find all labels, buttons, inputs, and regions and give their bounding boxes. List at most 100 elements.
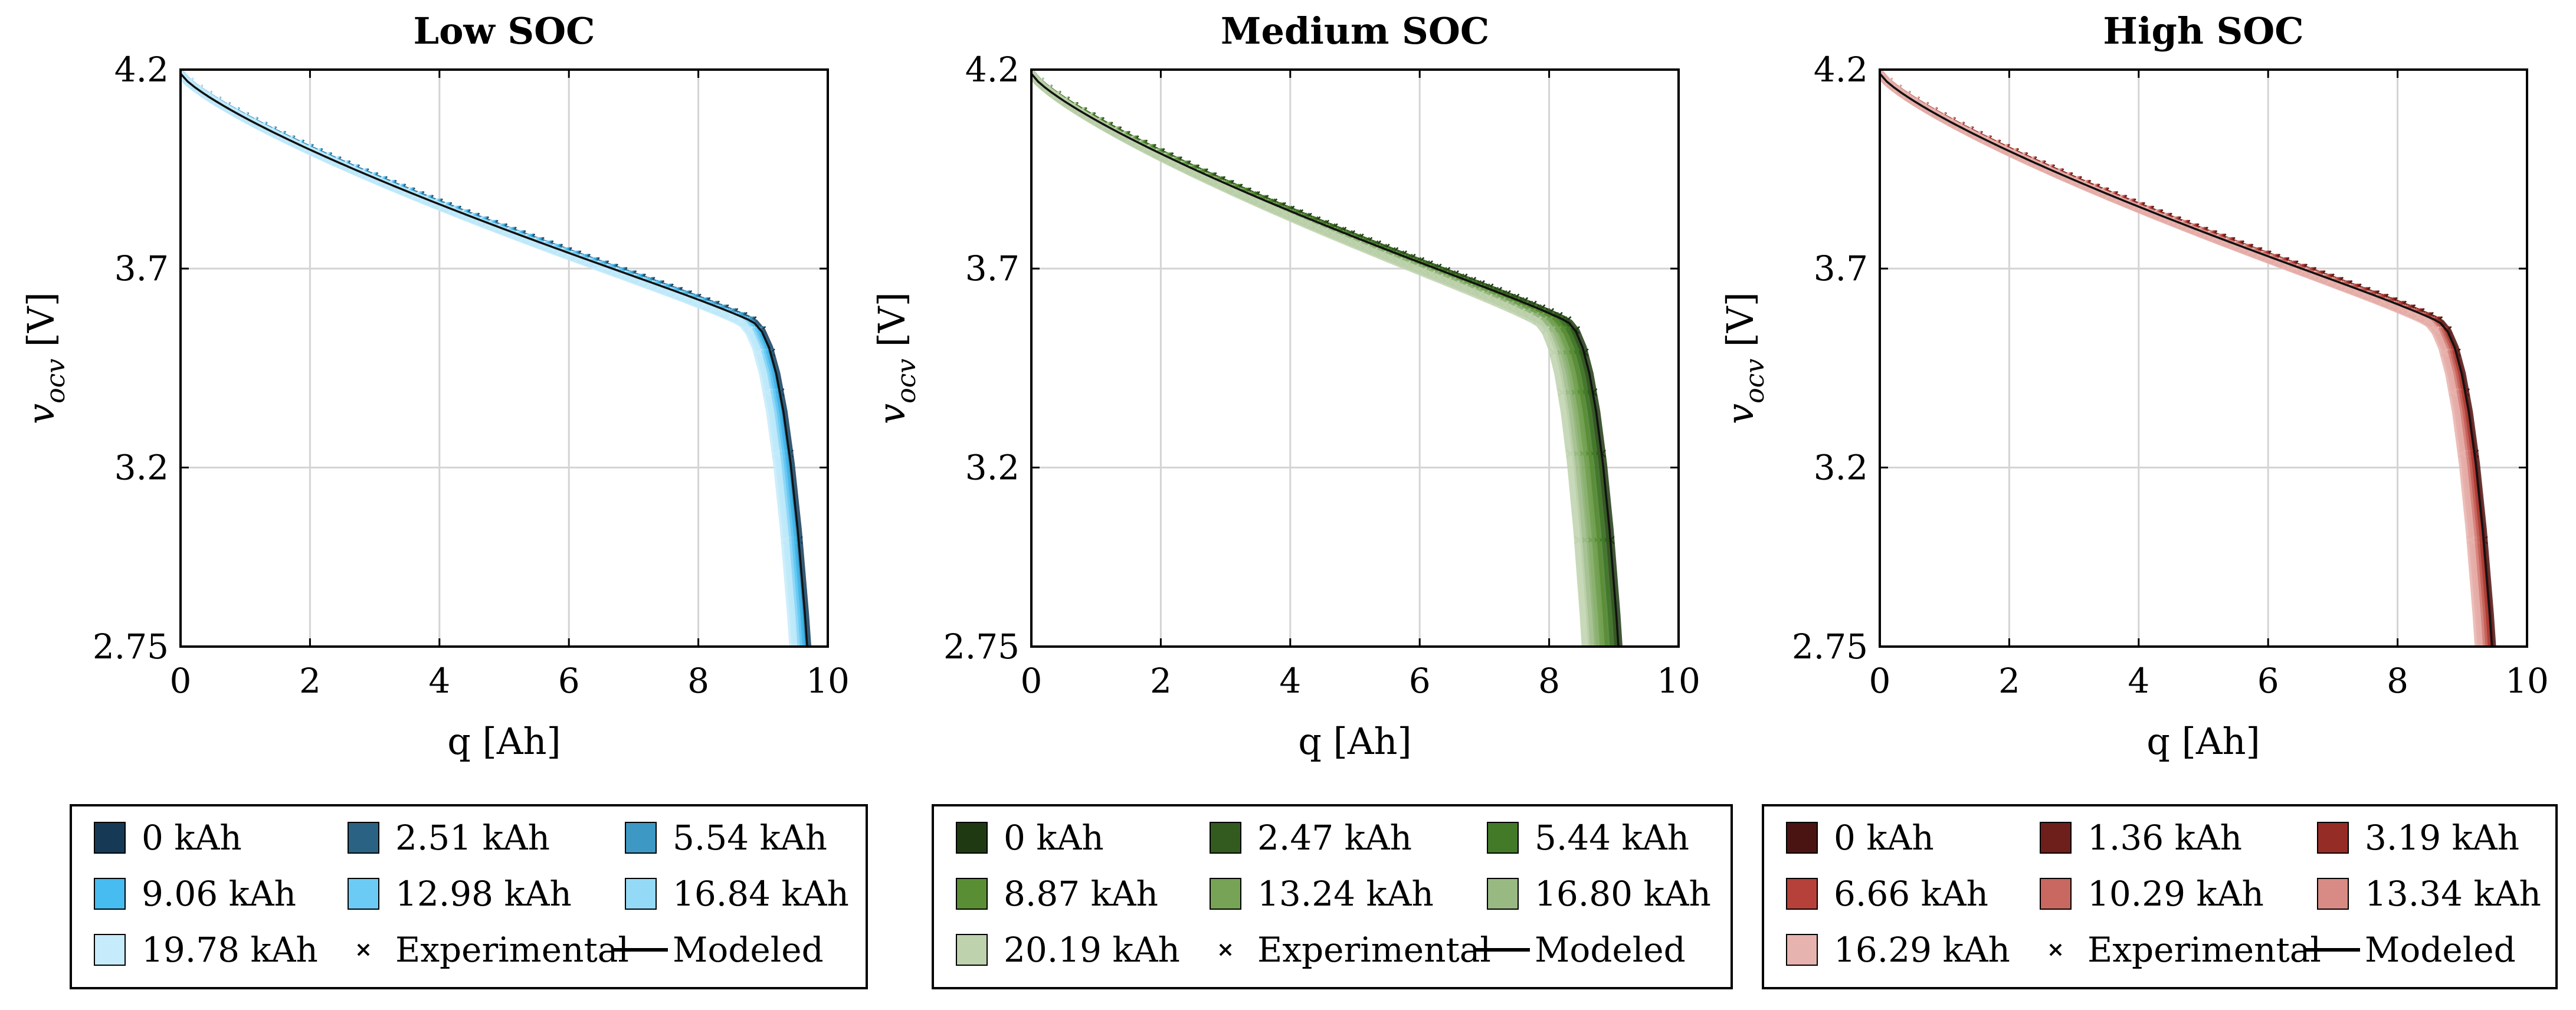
y-axis-label: vocv [V]	[870, 292, 922, 424]
chart-panel-1: 0 2 4 6 8 10 2.75 3.2 3.7 4.2 Low SOC q [Ah] vocv [V…	[19, 9, 850, 805]
legend-cross-marker	[357, 943, 370, 956]
experimental-point	[802, 651, 809, 658]
experimental-point	[1598, 798, 1605, 805]
experimental-point	[2489, 651, 2496, 658]
experimental-point	[812, 798, 819, 805]
x-tick-label: 0	[1869, 661, 1891, 701]
x-axis-label: q [Ah]	[2146, 720, 2260, 763]
y-axis-label-unit: [V]	[870, 292, 913, 359]
experimental-point	[1611, 651, 1618, 658]
experimental-point	[1591, 798, 1598, 805]
experimental-point	[1595, 651, 1602, 658]
x-tick-label: 2	[1150, 661, 1172, 701]
legend-label: 9.06 kAh	[142, 874, 296, 914]
legend-swatch	[94, 822, 126, 854]
experimental-point	[1620, 798, 1627, 805]
experimental-point	[2485, 798, 2492, 805]
experimental-point	[802, 798, 809, 805]
y-axis-label-main: v	[1719, 404, 1762, 424]
legend-label: 16.84 kAh	[673, 874, 849, 914]
legend-swatch	[1786, 822, 1818, 854]
x-tick-label: 6	[558, 661, 580, 701]
legend-label-experimental: Experimental	[2087, 930, 2321, 970]
experimental-point	[793, 651, 800, 658]
x-tick-label: 10	[806, 661, 850, 701]
y-tick-label: 4.2	[965, 50, 1020, 90]
legend-swatch	[1786, 878, 1818, 910]
legend-swatch	[625, 878, 657, 910]
legend-swatch	[2040, 878, 2072, 910]
legend-swatch	[2317, 822, 2349, 854]
y-tick-label: 3.2	[1814, 447, 1868, 487]
chart-title: Low SOC	[413, 9, 595, 53]
x-tick-label: 4	[428, 661, 450, 701]
legend-swatch	[94, 934, 126, 966]
y-tick-label: 2.75	[93, 627, 169, 667]
legend-label-modeled: Modeled	[1535, 930, 1686, 970]
legend-label: 8.87 kAh	[1004, 874, 1158, 914]
legend-swatch	[348, 878, 379, 910]
legend-swatch	[1487, 878, 1519, 910]
experimental-point	[2486, 651, 2493, 658]
x-tick-label: 2	[1998, 661, 2020, 701]
y-axis-label: vocv [V]	[19, 292, 71, 424]
legend-box	[1762, 804, 2558, 989]
legend-label: 5.44 kAh	[1535, 818, 1689, 858]
experimental-point	[799, 798, 807, 805]
legend-2: 0 kAh 2.47 kAh 5.44 kAh 8.87 kAh 13.24 kAh 16…	[932, 804, 1733, 989]
legend-label-experimental: Experimental	[1257, 930, 1491, 970]
experimental-point	[1604, 798, 1611, 805]
x-tick-label: 0	[1021, 661, 1043, 701]
legend-3: 0 kAh 1.36 kAh 3.19 kAh 6.66 kAh 10.29 kAh 13…	[1762, 804, 2558, 989]
legend-box	[70, 804, 868, 989]
legend-label: 20.19 kAh	[1004, 930, 1180, 970]
legend-swatch	[625, 822, 657, 854]
x-axis-label: q [Ah]	[1298, 720, 1411, 763]
y-axis-label-sub: ocv	[1740, 359, 1770, 404]
axes-box	[1879, 68, 2528, 648]
plot-area	[1880, 70, 2527, 647]
experimental-point	[805, 798, 812, 805]
legend-label: 13.24 kAh	[1257, 874, 1434, 914]
legend-swatch	[2317, 878, 2349, 910]
experimental-point	[2495, 798, 2502, 805]
legend-label: 6.66 kAh	[1834, 874, 1988, 914]
experimental-point	[1615, 798, 1622, 805]
experimental-point	[807, 798, 814, 805]
chart-panel-2: 0 2 4 6 8 10 2.75 3.2 3.7 4.2 Medium SOC q [Ah] vocv…	[870, 9, 1700, 805]
legend-label: 3.19 kAh	[2365, 818, 2519, 858]
legend-swatch	[1786, 934, 1818, 966]
data-layer	[1880, 70, 2502, 805]
experimental-point	[798, 651, 805, 658]
y-tick-label: 4.2	[114, 50, 169, 90]
y-tick-label: 3.7	[114, 248, 169, 288]
legend-label: 12.98 kAh	[395, 874, 572, 914]
legend-cross-marker	[2049, 943, 2062, 956]
legend-label: 0 kAh	[1834, 818, 1934, 858]
legend-label: 19.78 kAh	[142, 930, 318, 970]
series-line-6	[1031, 71, 1590, 647]
legend-swatch	[956, 822, 988, 854]
legend-label-experimental: Experimental	[395, 930, 629, 970]
experimental-point	[1610, 798, 1617, 805]
x-tick-label: 6	[2257, 661, 2279, 701]
axes-box	[179, 68, 829, 648]
y-tick-label: 3.7	[965, 248, 1020, 288]
legend-label: 2.51 kAh	[395, 818, 550, 858]
experimental-point	[1606, 651, 1613, 658]
data-layer	[181, 70, 819, 805]
experimental-point	[1601, 651, 1608, 658]
legend-label: 16.29 kAh	[1834, 930, 2010, 970]
experimental-point	[2483, 651, 2490, 658]
x-tick-label: 10	[2505, 661, 2549, 701]
x-tick-label: 8	[1538, 661, 1560, 701]
legend-label: 10.29 kAh	[2087, 874, 2264, 914]
y-tick-label: 3.2	[965, 447, 1020, 487]
legend-label: 13.34 kAh	[2365, 874, 2541, 914]
y-axis-label: vocv [V]	[1719, 292, 1770, 424]
legend-1: 0 kAh 2.51 kAh 5.54 kAh 9.06 kAh 12.98 kAh 16…	[70, 804, 868, 989]
legend-cross-marker	[1219, 943, 1232, 956]
legend-label: 2.47 kAh	[1257, 818, 1412, 858]
